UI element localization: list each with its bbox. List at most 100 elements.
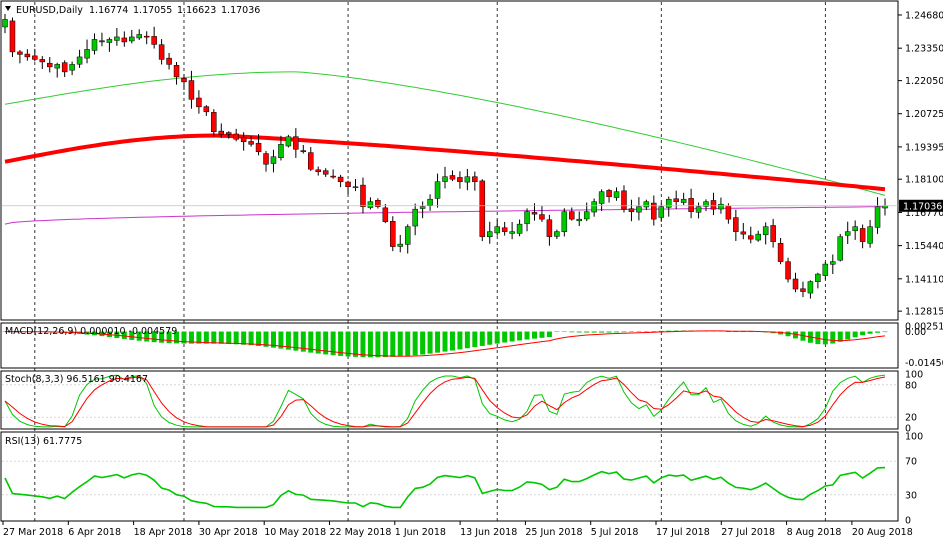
candle-up [576, 218, 582, 222]
candle-up [583, 211, 590, 220]
candle-up [815, 273, 821, 282]
candle-down [24, 53, 31, 58]
candle-down [17, 51, 23, 55]
macd-bar [524, 331, 530, 340]
rsi-panel [2, 460, 898, 509]
stoch-tick-label: 100 [905, 370, 923, 381]
macd-bar [449, 331, 455, 351]
header-open: 1.16774 [89, 5, 128, 16]
candle-down [725, 205, 732, 220]
candle-up [755, 233, 761, 241]
candle-up [129, 36, 135, 42]
candle-up [494, 226, 500, 234]
candle-up [852, 226, 858, 231]
current-price-label: 1.17036 [903, 201, 942, 212]
candle-down [46, 62, 53, 68]
stoch-signal-line [4, 376, 886, 428]
candle-up [412, 208, 418, 227]
candle-down [345, 181, 351, 187]
header-high: 1.17055 [133, 5, 172, 16]
macd-bar [308, 331, 314, 353]
macd-bar [323, 331, 329, 355]
price-tick-label: 1.18100 [905, 175, 943, 186]
macd-bar [338, 331, 344, 356]
candle-down [651, 202, 657, 220]
macd-bar [464, 331, 470, 349]
candle-down [330, 175, 336, 178]
macd-bar [218, 331, 224, 344]
candle-down [710, 200, 717, 210]
main-price-panel [2, 13, 898, 299]
macd-bar [531, 331, 537, 339]
candle-down [9, 20, 16, 53]
candle-down [211, 112, 217, 133]
macd-bar [539, 331, 545, 338]
macd-bar [822, 331, 828, 345]
macd-bar [882, 331, 888, 333]
candle-up [442, 176, 448, 182]
macd-bar [360, 331, 366, 358]
macd-bar [666, 330, 672, 332]
price-tick-label: 1.12815 [905, 307, 943, 318]
candle-up [598, 191, 605, 204]
macd-bar [479, 331, 485, 346]
macd-bar [278, 331, 284, 349]
candle-up [524, 211, 530, 224]
stoch-panel [2, 374, 898, 428]
rsi-line [4, 466, 886, 509]
candle-up [807, 281, 814, 294]
candle-down [688, 198, 694, 212]
macd-bar [800, 331, 806, 341]
vertical-grid [34, 2, 826, 521]
candle-down [300, 150, 307, 153]
rsi-tick-label: 30 [905, 490, 917, 501]
candle-down [151, 36, 157, 45]
dropdown-triangle-icon[interactable] [5, 6, 11, 11]
candle-down [188, 80, 195, 100]
candle-down [539, 214, 545, 220]
candle-up [658, 206, 665, 218]
candle-down [479, 180, 486, 237]
macd-bar [345, 331, 351, 357]
candle-up [54, 64, 60, 69]
macd-bar [151, 331, 157, 343]
price-tick-label: 1.15440 [905, 241, 943, 252]
stoch-tick-label: 20 [905, 413, 917, 424]
candle-down [143, 35, 150, 38]
candle-up [643, 201, 650, 208]
macd-bar [226, 331, 232, 344]
macd-bar [554, 331, 560, 333]
macd-bar [353, 331, 359, 357]
candle-down [315, 169, 321, 172]
candle-down [628, 208, 635, 212]
header-symbol: EURUSD,Daily [16, 5, 83, 16]
candle-up [844, 231, 851, 236]
stoch-tick-label: 0 [905, 424, 911, 435]
candle-down [792, 278, 799, 290]
macd-bar [487, 331, 493, 345]
macd-bar [315, 331, 321, 354]
macd-bar [785, 331, 791, 337]
macd-bar [405, 331, 411, 356]
macd-bar [285, 331, 291, 350]
date-tick-label: 13 Jun 2018 [460, 527, 517, 538]
current-price-box [899, 199, 943, 212]
rsi-tick-label: 70 [905, 457, 917, 468]
macd-label: MACD(12,26,9) 0.000010 -0.004579 [5, 326, 177, 337]
macd-bar [725, 331, 731, 333]
candle-up [830, 261, 836, 265]
price-tick-label: 1.22050 [905, 76, 943, 87]
stoch-panel-frame [0, 370, 899, 430]
candle-down [248, 141, 254, 145]
macd-bar [509, 331, 515, 342]
candle-up [680, 198, 687, 203]
candle-up [114, 36, 120, 41]
candle-up [613, 191, 620, 198]
header-close: 1.17036 [221, 5, 260, 16]
macd-bar [174, 331, 180, 344]
macd-bar [860, 331, 866, 336]
sma-long-line [4, 206, 886, 225]
candle-down [770, 225, 776, 242]
rsi-tick-label: 100 [905, 432, 923, 443]
